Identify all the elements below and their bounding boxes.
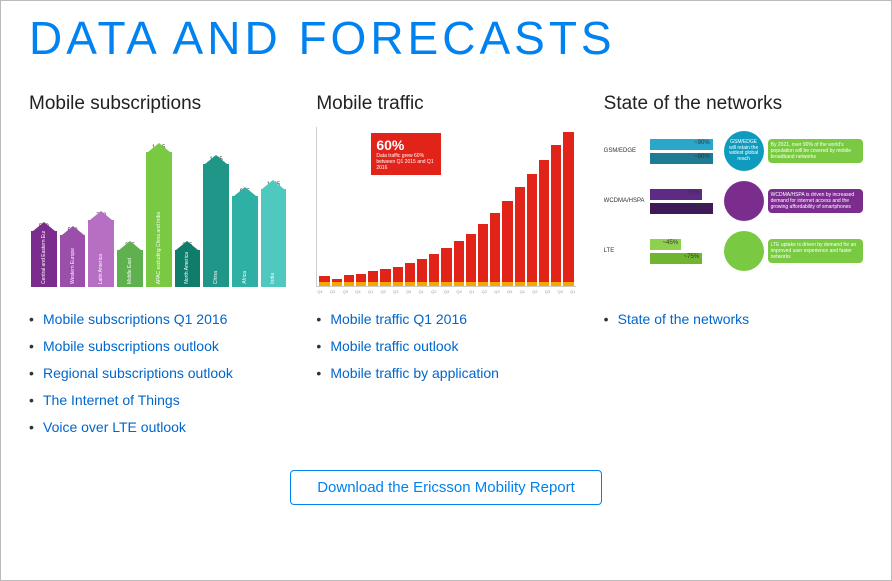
list-item: Regional subscriptions outlook <box>29 365 288 381</box>
traffic-bar <box>356 274 366 286</box>
traffic-bar <box>454 241 464 286</box>
bar-label: Central and Eastern Europe <box>41 222 47 284</box>
bar-apac-excluding-china-and-india: 1425APAC excluding China and India <box>146 127 172 287</box>
bar-middle-east: 395Middle East <box>117 127 143 287</box>
network-circle <box>724 231 764 271</box>
list-item: The Internet of Things <box>29 392 288 408</box>
traffic-chart: 60% Data traffic grew 60% between Q1 201… <box>316 127 575 297</box>
col-traffic: Mobile traffic 60% Data traffic grew 60%… <box>316 93 575 446</box>
footer: Download the Ericsson Mobility Report <box>29 470 863 505</box>
col-subscriptions: Mobile subscriptions 590Central and East… <box>29 93 288 446</box>
traffic-bar <box>405 263 415 286</box>
bar-western-europe: 550Western Europe <box>60 127 86 287</box>
traffic-bar <box>441 248 451 286</box>
traffic-bar <box>380 269 390 286</box>
traffic-bar <box>393 267 403 286</box>
traffic-bar <box>417 259 427 286</box>
bar-india: 1035India <box>261 127 287 287</box>
list-item: Mobile subscriptions outlook <box>29 338 288 354</box>
traffic-bar <box>332 279 342 286</box>
bar-latin-america: 710Latin America <box>88 127 114 287</box>
network-row-wcdma-hspa: WCDMA/HSPA ~75% >90% WCDMA/HSPA is driven b… <box>604 181 863 221</box>
bar-label: India <box>270 273 276 284</box>
col-title-subscriptions: Mobile subscriptions <box>29 93 288 115</box>
page-title: DATA AND FORECASTS <box>29 11 863 65</box>
network-circle: GSM/EDGE will retain the widest global r… <box>724 131 764 171</box>
traffic-bar <box>368 271 378 286</box>
traffic-link[interactable]: Mobile traffic Q1 2016 <box>330 311 467 327</box>
traffic-bar <box>466 234 476 286</box>
subscriptions-link[interactable]: Mobile subscriptions outlook <box>43 338 219 354</box>
subscriptions-link[interactable]: Voice over LTE outlook <box>43 419 186 435</box>
network-bar: ~75% <box>650 253 703 264</box>
bar-label: Western Europe <box>70 248 76 284</box>
network-bar: ~90% <box>650 153 713 164</box>
traffic-bar <box>490 213 500 286</box>
col-title-traffic: Mobile traffic <box>316 93 575 115</box>
bar-china: 1295China <box>203 127 229 287</box>
network-label: WCDMA/HSPA <box>604 198 646 204</box>
traffic-bar <box>502 201 512 286</box>
subscriptions-link[interactable]: Regional subscriptions outlook <box>43 365 233 381</box>
traffic-bar <box>478 224 488 286</box>
list-item: State of the networks <box>604 311 863 327</box>
networks-links: State of the networks <box>604 311 863 327</box>
traffic-bar <box>344 275 354 286</box>
bar-label: Middle East <box>127 258 133 284</box>
list-item: Mobile traffic outlook <box>316 338 575 354</box>
traffic-bar <box>515 187 525 286</box>
traffic-bar <box>551 145 561 286</box>
networks-chart: GSM/EDGE ~90% ~90% GSM/EDGE will retain the… <box>604 127 863 297</box>
download-report-button[interactable]: Download the Ericsson Mobility Report <box>290 470 602 505</box>
traffic-bar <box>527 174 537 286</box>
traffic-bar <box>539 160 549 286</box>
traffic-bar <box>563 132 573 286</box>
traffic-bar <box>429 254 439 286</box>
bar-central-and-eastern-europe: 590Central and Eastern Europe <box>31 127 57 287</box>
network-bar: ~90% <box>650 139 713 150</box>
traffic-link[interactable]: Mobile traffic by application <box>330 365 499 381</box>
bar-north-america: 395North America <box>175 127 201 287</box>
traffic-bar <box>319 276 329 286</box>
bar-label: Latin America <box>98 254 104 284</box>
col-networks: State of the networks GSM/EDGE~90%~90%GS… <box>604 93 863 446</box>
bar-label: China <box>213 271 219 284</box>
traffic-link[interactable]: Mobile traffic outlook <box>330 338 458 354</box>
list-item: Mobile traffic Q1 2016 <box>316 311 575 327</box>
subscriptions-link[interactable]: Mobile subscriptions Q1 2016 <box>43 311 227 327</box>
bar-label: Africa <box>242 271 248 284</box>
subscriptions-links: Mobile subscriptions Q1 2016 Mobile subsc… <box>29 311 288 435</box>
bar-label: North America <box>184 252 190 284</box>
network-desc: By 2021, over 90% of the world's populat… <box>768 139 863 163</box>
list-item: Mobile traffic by application <box>316 365 575 381</box>
network-row-gsm-edge: GSM/EDGE ~90% ~90% GSM/EDGE will retain the… <box>604 131 863 171</box>
subscriptions-chart: 590Central and Eastern Europe550Western … <box>29 127 288 297</box>
network-label: LTE <box>604 248 646 254</box>
traffic-links: Mobile traffic Q1 2016 Mobile traffic out… <box>316 311 575 381</box>
col-title-networks: State of the networks <box>604 93 863 115</box>
networks-link[interactable]: State of the networks <box>618 311 750 327</box>
network-desc: WCDMA/HSPA is driven by increased demand… <box>768 189 863 213</box>
bar-label: APAC excluding China and India <box>156 212 162 284</box>
network-bar: ~75% <box>650 189 703 200</box>
subscriptions-link[interactable]: The Internet of Things <box>43 392 180 408</box>
network-bar: >90% <box>650 203 713 214</box>
network-label: GSM/EDGE <box>604 148 646 154</box>
network-row-lte: LTE ~45% ~75% LTE uptake is driven by deman… <box>604 231 863 271</box>
list-item: Voice over LTE outlook <box>29 419 288 435</box>
network-desc: LTE uptake is driven by demand for an im… <box>768 239 863 263</box>
bar-africa: 965Africa <box>232 127 258 287</box>
columns-container: Mobile subscriptions 590Central and East… <box>29 93 863 446</box>
list-item: Mobile subscriptions Q1 2016 <box>29 311 288 327</box>
network-bar: ~45% <box>650 239 682 250</box>
network-circle <box>724 181 764 221</box>
